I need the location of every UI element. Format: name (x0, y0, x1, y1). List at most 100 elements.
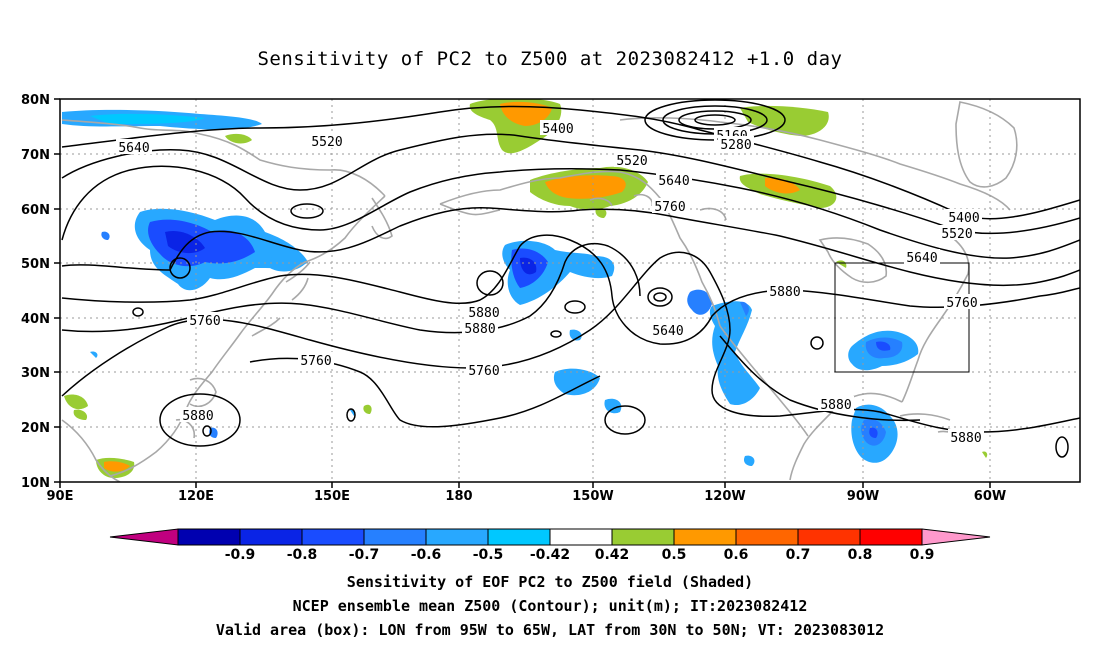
colorbar-tick-label: -0.9 (225, 547, 256, 563)
contour-label: 5880 (464, 322, 495, 337)
colorbar-labels: -0.9 -0.8 -0.7 -0.6 -0.5 -0.42 0.42 0.5 0.6 0.7 0.… (225, 547, 935, 563)
shade-blue-region (90, 113, 205, 124)
caption-contour: NCEP ensemble mean Z500 (Contour); unit(… (292, 597, 808, 615)
shade-blue-region (165, 230, 205, 254)
longitude-labels: 90E 120E 150E 180 150W 120W 90W 60W (47, 489, 1007, 504)
colorbar-swatch (549, 528, 613, 546)
contour-label-bg (767, 283, 803, 298)
colorbar-swatch (487, 528, 551, 546)
contour-label: 5760 (654, 200, 685, 215)
contour-labels: 5400516052805640552055205640576054005520… (116, 120, 984, 446)
contour-line (61, 105, 1080, 220)
lat-label: 40N (21, 312, 50, 327)
shade-blue-region (740, 301, 749, 316)
shade-blue-region (869, 427, 878, 438)
colorbar-swatch (797, 528, 861, 546)
colorbar-swatch (673, 528, 737, 546)
contour-label: 5760 (300, 354, 331, 369)
small-contour (1055, 436, 1069, 458)
contour-line (719, 335, 921, 422)
shade-orange-region (500, 101, 552, 126)
lon-label: 180 (445, 489, 472, 504)
colorbar-swatch (859, 528, 923, 546)
contour-label-bg (540, 120, 576, 135)
map-title: Sensitivity of PC2 to Z500 at 2023082412… (257, 48, 843, 70)
lon-label: 120E (178, 489, 214, 504)
contour-label-bg (652, 198, 688, 213)
lon-label: 150E (314, 489, 350, 504)
lon-label: 60W (974, 489, 1006, 504)
contour-label: 5760 (946, 296, 977, 311)
colorbar-tick-label: 0.9 (910, 547, 935, 563)
contour-label-bg (939, 225, 975, 240)
contour-label-bg (946, 209, 982, 224)
map-frame (59, 98, 1081, 483)
coastline-hudson (818, 237, 888, 284)
low-center-pacific (647, 287, 673, 307)
shade-green-region (225, 133, 252, 144)
contour-label: 5280 (720, 138, 751, 153)
coastline-gulf (789, 392, 903, 481)
colorbar-swatch (239, 528, 303, 546)
lon-label: 90E (47, 489, 74, 504)
contour-label: 5640 (118, 141, 149, 156)
shade-blue-region (687, 289, 712, 315)
contour-label-bg (614, 152, 650, 167)
contour-label-bg (466, 362, 502, 377)
shade-blue-region (90, 351, 98, 358)
small-contour (202, 425, 212, 437)
contour-label-bg (904, 249, 940, 264)
contour-label-bg (818, 396, 854, 411)
contour-line (61, 133, 1080, 235)
shade-blue-region (743, 455, 755, 466)
coastline-arctic-na (619, 117, 1011, 211)
shade-blue-region (520, 257, 537, 275)
colorbar-swatch (425, 528, 489, 546)
lat-label: 50N (21, 257, 50, 272)
low-center-arctic (694, 114, 736, 126)
contour-label: 5880 (769, 285, 800, 300)
contour-label: 5880 (950, 431, 981, 446)
high-center-central-pacific (604, 405, 646, 435)
colorbar-swatch (177, 528, 241, 546)
colorbar-tick-label: 0.8 (848, 547, 873, 563)
lat-label: 30N (21, 366, 50, 381)
lat-label: 80N (21, 93, 50, 108)
colorbar-tick-label: -0.7 (349, 547, 380, 563)
low-center-arctic (678, 110, 752, 130)
latitude-labels: 80N 70N 60N 50N 40N 30N 20N 10N (21, 93, 50, 491)
contour-label: 5880 (182, 409, 213, 424)
colorbar-swatch (611, 528, 675, 546)
shade-orange-region (545, 175, 626, 199)
contour-label-bg (309, 133, 345, 148)
small-contour (564, 300, 586, 314)
small-contour (550, 330, 562, 338)
colorbar-tick-label: -0.6 (411, 547, 442, 563)
contour-label-bg (187, 312, 223, 327)
colorbar-max-arrow (921, 528, 991, 546)
lat-label: 10N (21, 476, 50, 491)
contour-label: 5880 (468, 306, 499, 321)
contour-label: 5400 (948, 211, 979, 226)
coastline-japan (251, 261, 311, 337)
coastline-us-east (901, 229, 970, 403)
coastline-alaska (439, 170, 721, 327)
contour-label: 5640 (652, 324, 683, 339)
colorbar-tick-label: 0.5 (662, 547, 687, 563)
lat-lon-grid (60, 99, 1080, 482)
colorbar-tick-label: 0.6 (724, 547, 749, 563)
contour-line (61, 251, 1080, 433)
caption-valid-area: Valid area (box): LON from 95W to 65W, L… (215, 621, 885, 639)
lat-label: 60N (21, 203, 50, 218)
lon-label: 150W (572, 489, 613, 504)
lat-label: 20N (21, 421, 50, 436)
shade-green-region (363, 404, 372, 414)
contour-line (61, 206, 1080, 286)
contour-label: 5400 (542, 122, 573, 137)
contour-line (61, 234, 1080, 345)
low-center-bering (476, 270, 504, 296)
contour-label: 5880 (820, 398, 851, 413)
contour-label: 5520 (941, 227, 972, 242)
coastline-aleutians (439, 203, 501, 216)
contour-label-bg (298, 352, 334, 367)
